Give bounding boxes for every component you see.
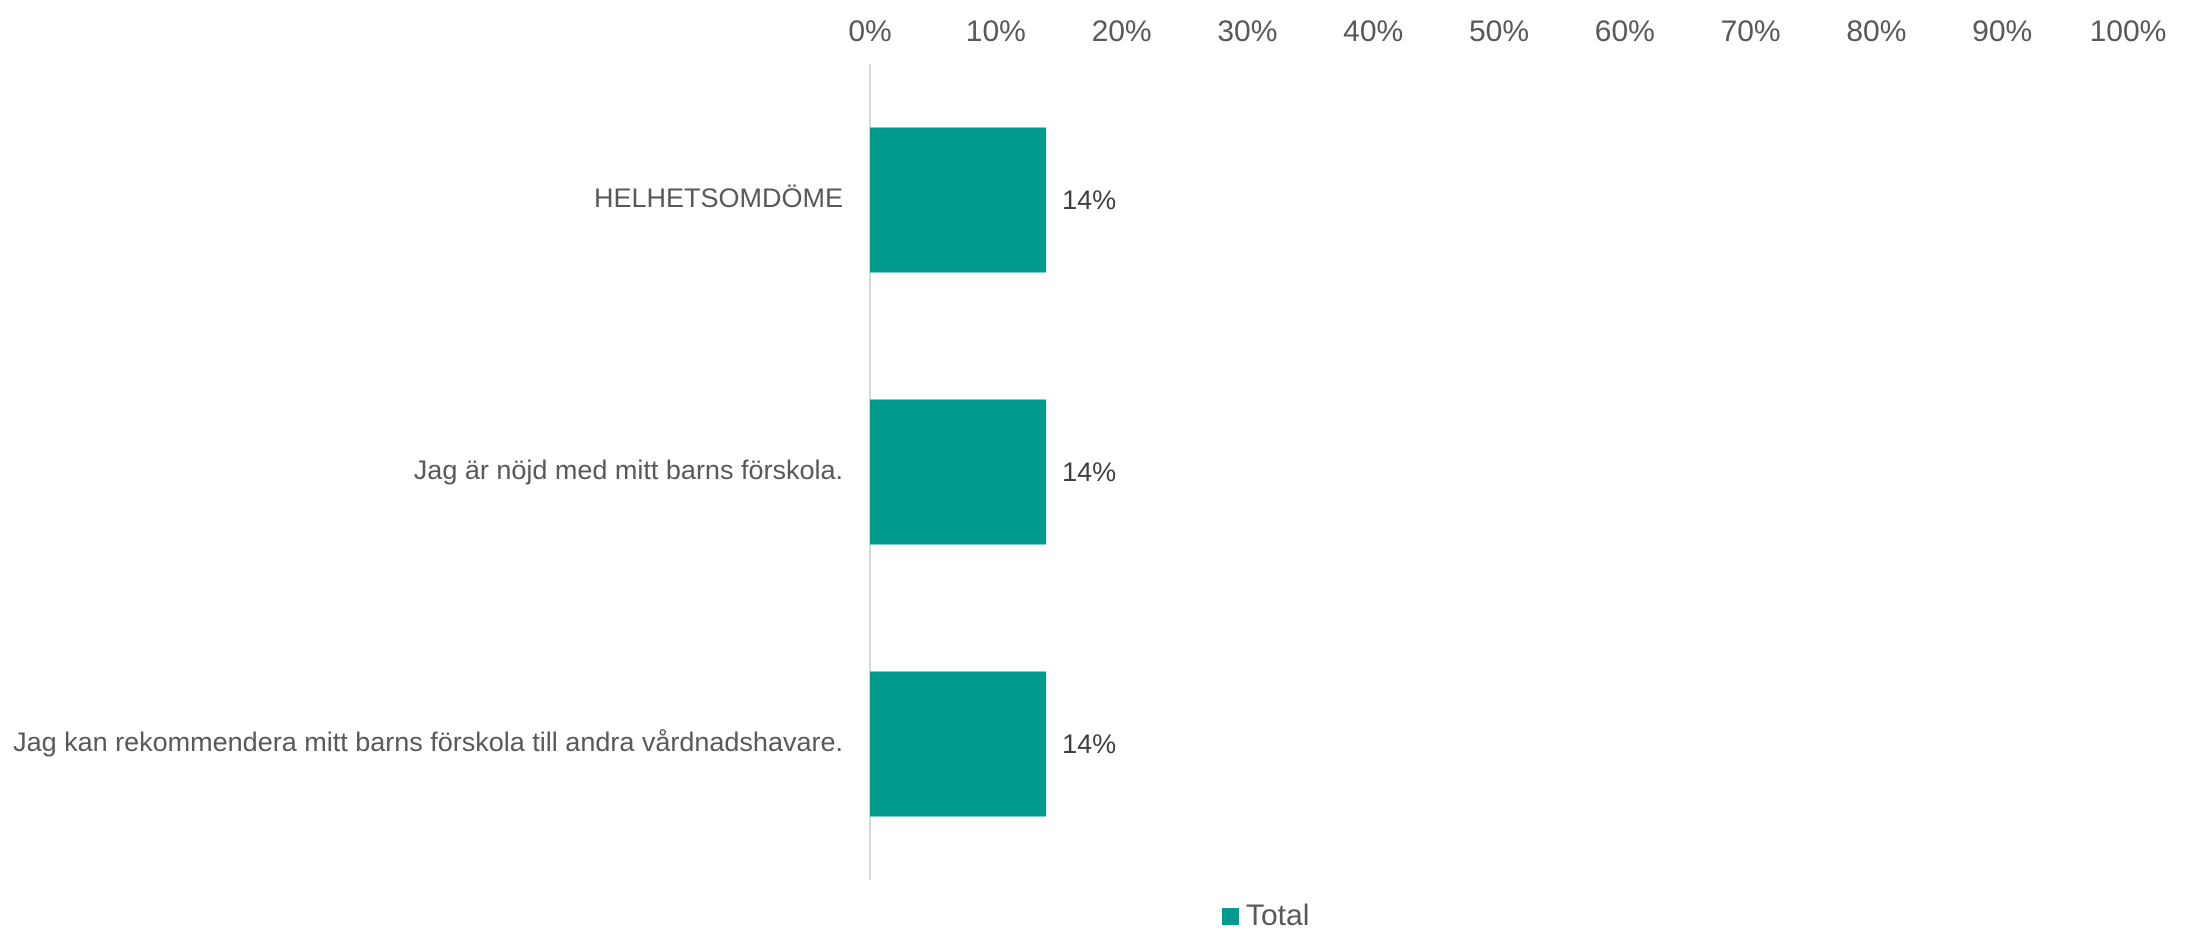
bar xyxy=(870,399,1047,545)
data-label: 14% xyxy=(1062,457,1116,487)
x-axis-ticks: 0% 10% 20% 30% 40% 50% 60% 70% 80% 90% 100% xyxy=(848,15,2166,48)
x-tick-label: 80% xyxy=(1846,15,1906,48)
category-labels: HELHETSOMDÖME Jag är nöjd med mitt barns … xyxy=(13,183,843,757)
category-label: HELHETSOMDÖME xyxy=(594,183,843,213)
data-label: 14% xyxy=(1062,729,1116,759)
x-tick-label: 10% xyxy=(966,15,1026,48)
x-tick-label: 70% xyxy=(1721,15,1781,48)
bar xyxy=(870,127,1047,273)
x-tick-label: 50% xyxy=(1469,15,1529,48)
x-tick-label: 90% xyxy=(1972,15,2032,48)
x-tick-label: 100% xyxy=(2090,15,2167,48)
x-tick-label: 60% xyxy=(1595,15,1655,48)
legend: Total xyxy=(1222,899,1309,930)
legend-swatch xyxy=(1222,908,1239,925)
x-tick-label: 30% xyxy=(1217,15,1277,48)
category-label: Jag är nöjd med mitt barns förskola. xyxy=(414,455,843,485)
category-label: Jag kan rekommendera mitt barns förskola… xyxy=(13,727,843,757)
x-tick-label: 40% xyxy=(1343,15,1403,48)
legend-label: Total xyxy=(1246,899,1309,930)
data-labels: 14% 14% 14% xyxy=(1062,185,1116,759)
x-tick-label: 20% xyxy=(1092,15,1152,48)
bars xyxy=(870,127,1047,817)
x-tick-label: 0% xyxy=(848,15,891,48)
data-label: 14% xyxy=(1062,185,1116,215)
bar xyxy=(870,671,1047,817)
